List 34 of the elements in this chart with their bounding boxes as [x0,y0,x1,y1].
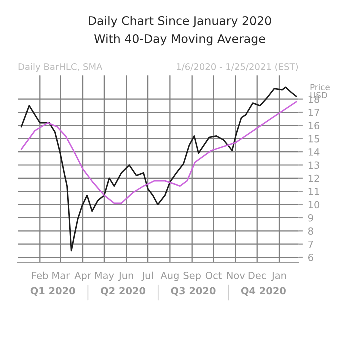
x-tick-label: Jul [142,272,153,282]
text: Q3 2020 [171,287,216,296]
x-tick-label: Dec [248,272,266,280]
text: Q2 2020 [101,287,146,296]
x-tick-label: Aug [160,272,179,282]
chart-subtitle: With 40-Day Moving Average [94,34,266,46]
text: Q4 2020 [241,287,286,296]
x-tick-label: Feb [32,272,48,280]
x-tick-label: May [95,272,114,282]
text: Daily BarHLC, SMA [18,63,103,72]
y-tick-label: 12 [308,174,320,182]
line-series [20,86,298,252]
y-tick-label: 10 [308,201,320,209]
y-tick-label: 11 [308,188,320,196]
x-tick-label: Jan [272,272,286,282]
chart-title: Daily Chart Since January 2020 [89,16,272,28]
text: 1/6/2020 - 1/25/2021 (EST) [177,63,298,72]
x-tick-label: Jun [118,272,134,282]
y-tick-label: 8 [308,228,314,235]
x-tick-label: Nov [227,272,246,280]
y-tick-label: 6 [308,254,314,262]
y-tick-label: 7 [308,240,314,248]
x-tick-label: Oct [206,272,222,280]
x-tick-label: Sep [184,272,201,282]
y-tick-label: 16 [308,122,320,130]
y-tick-label: 13 [308,162,320,170]
y-tick-label: 14 [308,148,320,156]
y-tick-label: 9 [308,214,314,222]
text: Q1 2020 [30,287,76,296]
x-tick-label: Apr [74,272,92,282]
line-series [20,101,298,204]
y-tick-label: 15 [308,135,320,143]
y-tick-label: 17 [308,109,320,116]
x-tick-label: Mar [52,272,70,280]
